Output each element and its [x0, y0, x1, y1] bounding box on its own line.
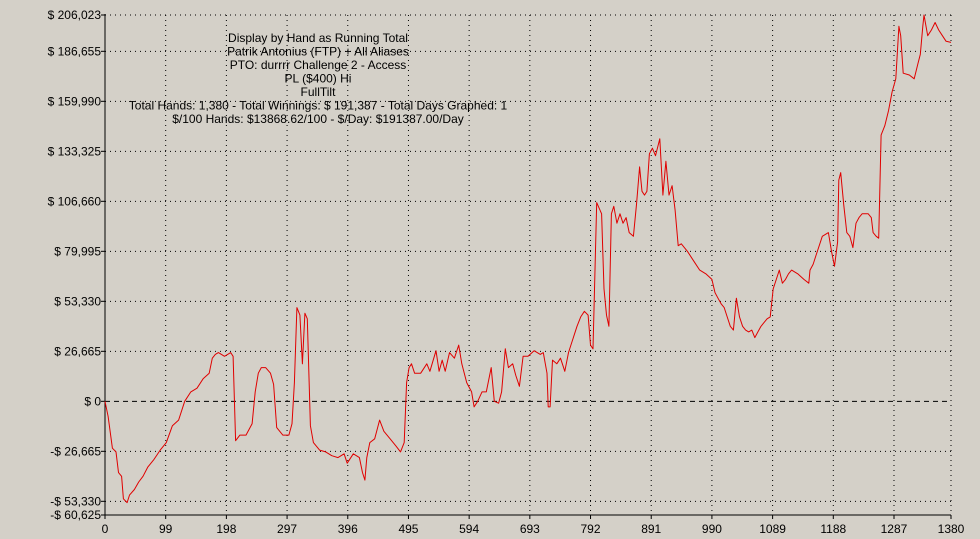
chart-info-line: PL ($400) Hi — [285, 72, 352, 86]
grid-lines — [105, 14, 952, 516]
x-tick-label: 396 — [338, 522, 358, 536]
chart-info-line: FullTilt — [301, 85, 337, 99]
x-tick-label: 1188 — [820, 522, 846, 536]
x-tick-label: 1089 — [759, 522, 786, 536]
y-tick-label: $ 186,655 — [48, 44, 102, 58]
x-tick-label: 297 — [277, 522, 297, 536]
axes — [104, 14, 951, 516]
x-tick-label: 693 — [520, 522, 540, 536]
x-tick-label: 495 — [398, 522, 418, 536]
y-tick-label: $ 79,995 — [54, 244, 101, 258]
x-tick-label: 891 — [641, 522, 661, 536]
chart-info-line: Total Hands: 1,380 - Total Winnings: $ 1… — [129, 99, 508, 113]
y-axis-ticks: $ 206,023 $ 186,655 $ 159,990 $ 133,325 $ 10… — [48, 8, 105, 522]
y-tick-label: -$ 26,665 — [50, 444, 101, 458]
y-tick-label: $ 206,023 — [48, 8, 102, 22]
x-tick-label: 1380 — [938, 522, 965, 536]
x-tick-label: 99 — [159, 522, 173, 536]
y-tick-label: $ 159,990 — [48, 94, 102, 108]
x-tick-label: 1287 — [881, 522, 908, 536]
series-line — [104, 14, 952, 504]
x-tick-label: 198 — [216, 522, 236, 536]
chart-info-line: Display by Hand as Running Total — [228, 31, 408, 45]
chart-info-line: PTO: durrrr Challenge 2 - Access — [230, 58, 407, 72]
x-tick-label: 594 — [459, 522, 479, 536]
y-tick-label: $ 106,660 — [48, 194, 102, 208]
x-tick-label: 0 — [102, 522, 109, 536]
chart-info-line: $/100 Hands: $13868.62/100 - $/Day: $191… — [172, 112, 464, 126]
y-tick-label: $ 0 — [84, 394, 101, 408]
y-tick-label: $ 53,330 — [54, 294, 101, 308]
series-layer — [104, 14, 952, 504]
chart-info-line: Patrik Antonius (FTP) + All Aliases — [227, 45, 409, 59]
x-tick-label: 990 — [702, 522, 722, 536]
y-tick-label: -$ 60,625 — [50, 508, 101, 522]
y-tick-label: $ 133,325 — [48, 144, 102, 158]
y-tick-label: $ 26,665 — [54, 344, 101, 358]
x-tick-label: 792 — [581, 522, 601, 536]
y-tick-label: -$ 53,330 — [50, 494, 101, 508]
x-axis-ticks: 0 99 198 297 396 495 594 693 792 891 990 1089 1188 12… — [102, 515, 965, 536]
